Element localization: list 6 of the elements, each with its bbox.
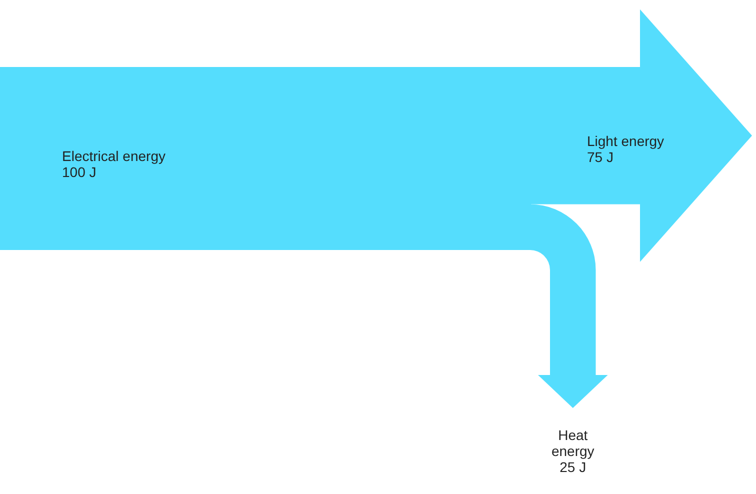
data-label: 100 J — [62, 164, 96, 180]
data-label: 25 J — [560, 458, 586, 475]
category-label: Electrical energy — [62, 148, 166, 164]
category-label: Heat energy — [551, 426, 594, 459]
data-label: 75 J — [587, 148, 614, 165]
category-label: Light energy — [587, 132, 664, 149]
